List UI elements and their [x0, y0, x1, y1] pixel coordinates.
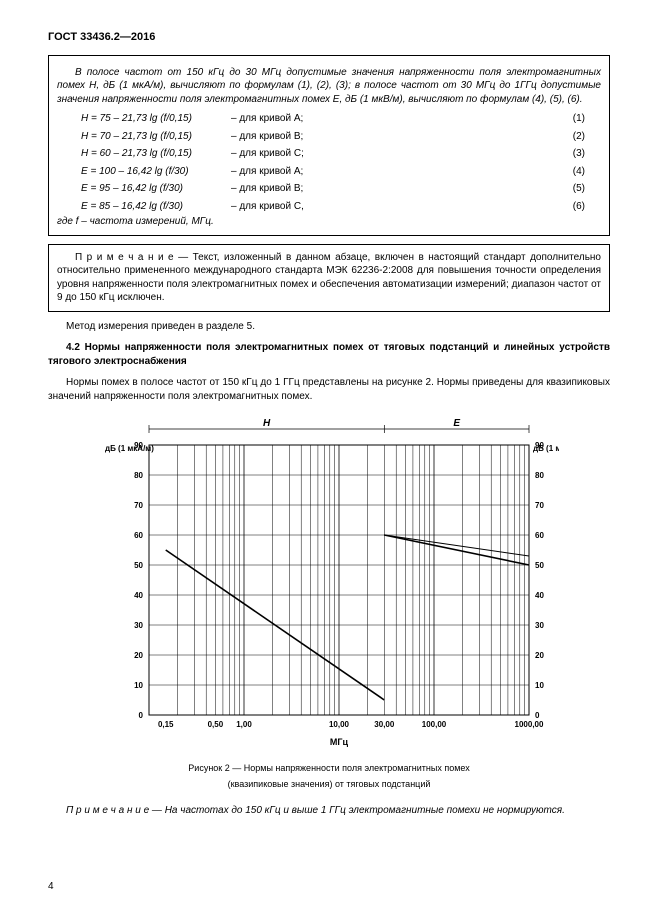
svg-text:90: 90: [535, 441, 544, 450]
formula-lhs: Е = 100 – 16,42 lg (f/30): [57, 165, 231, 179]
svg-text:30,00: 30,00: [374, 720, 395, 729]
formula-lhs: Е = 85 – 16,42 lg (f/30): [57, 200, 231, 214]
formula-num: (2): [431, 130, 601, 144]
formula-num: (6): [431, 200, 601, 214]
svg-text:80: 80: [134, 471, 143, 480]
formula-row: Н = 70 – 21,73 lg (f/0,15)– для кривой В…: [57, 128, 601, 146]
section-title: 4.2 Нормы напряженности поля электромагн…: [48, 341, 610, 368]
svg-text:40: 40: [134, 591, 143, 600]
intro-text: В полосе частот от 150 кГц до 30 МГц доп…: [57, 66, 601, 107]
formula-rhs: – для кривой В;: [231, 182, 431, 196]
bottom-note: П р и м е ч а н и е — На частотах до 150…: [48, 804, 610, 818]
svg-text:1,00: 1,00: [236, 720, 252, 729]
svg-text:50: 50: [535, 561, 544, 570]
svg-text:10,00: 10,00: [329, 720, 350, 729]
formula-row: Н = 75 – 21,73 lg (f/0,15)– для кривой А…: [57, 110, 601, 128]
note-box: П р и м е ч а н и е — Текст, изложенный …: [48, 244, 610, 312]
svg-text:60: 60: [134, 531, 143, 540]
formula-row: Е = 95 – 16,42 lg (f/30)– для кривой В;(…: [57, 180, 601, 198]
doc-header: ГОСТ 33436.2—2016: [48, 30, 610, 45]
formula-rhs: – для кривой А;: [231, 165, 431, 179]
svg-text:20: 20: [535, 651, 544, 660]
svg-text:100,00: 100,00: [422, 720, 447, 729]
caption-line1: Рисунок 2 — Нормы напряженности поля эле…: [99, 762, 559, 774]
svg-text:60: 60: [535, 531, 544, 540]
svg-text:0: 0: [139, 711, 144, 720]
svg-text:0: 0: [535, 711, 540, 720]
formula-row: Е = 85 – 16,42 lg (f/30)– для кривой С,(…: [57, 198, 601, 216]
emission-chart: HEдБ (1 мкА/м)дБ (1 мкВ/м)МГц00101020203…: [99, 413, 559, 753]
norms-para: Нормы помех в полосе частот от 150 кГц д…: [48, 376, 610, 403]
method-line: Метод измерения приведен в разделе 5.: [48, 320, 610, 334]
svg-text:50: 50: [134, 561, 143, 570]
svg-text:20: 20: [134, 651, 143, 660]
chart-container: HEдБ (1 мкА/м)дБ (1 мкВ/м)МГц00101020203…: [99, 413, 559, 790]
intro-box: В полосе частот от 150 кГц до 30 МГц доп…: [48, 55, 610, 236]
formula-rhs: – для кривой В;: [231, 130, 431, 144]
svg-text:10: 10: [134, 681, 143, 690]
svg-text:90: 90: [134, 441, 143, 450]
formula-num: (1): [431, 112, 601, 126]
svg-text:70: 70: [134, 501, 143, 510]
formula-lhs: Н = 75 – 21,73 lg (f/0,15): [57, 112, 231, 126]
formula-row: Е = 100 – 16,42 lg (f/30)– для кривой А;…: [57, 163, 601, 181]
formula-rhs: – для кривой С;: [231, 147, 431, 161]
formula-rhs: – для кривой С,: [231, 200, 431, 214]
page-number: 4: [48, 880, 54, 894]
svg-text:30: 30: [535, 621, 544, 630]
formulas-block: Н = 75 – 21,73 lg (f/0,15)– для кривой А…: [57, 110, 601, 215]
svg-text:дБ (1 мкА/м): дБ (1 мкА/м): [105, 444, 154, 453]
freq-note: где f – частота измерений, МГц.: [57, 215, 601, 229]
formula-num: (5): [431, 182, 601, 196]
svg-text:E: E: [453, 418, 460, 429]
caption-line2: (квазипиковые значения) от тяговых подст…: [99, 778, 559, 790]
svg-text:0,15: 0,15: [158, 720, 174, 729]
formula-rhs: – для кривой А;: [231, 112, 431, 126]
formula-num: (4): [431, 165, 601, 179]
formula-lhs: Е = 95 – 16,42 lg (f/30): [57, 182, 231, 196]
formula-num: (3): [431, 147, 601, 161]
svg-text:70: 70: [535, 501, 544, 510]
svg-text:30: 30: [134, 621, 143, 630]
formula-row: Н = 60 – 21,73 lg (f/0,15)– для кривой С…: [57, 145, 601, 163]
svg-text:МГц: МГц: [330, 737, 349, 747]
svg-text:0,50: 0,50: [208, 720, 224, 729]
svg-text:80: 80: [535, 471, 544, 480]
svg-text:H: H: [263, 418, 271, 429]
note-text: П р и м е ч а н и е — Текст, изложенный …: [57, 251, 601, 305]
svg-text:10: 10: [535, 681, 544, 690]
svg-text:1000,00: 1000,00: [515, 720, 544, 729]
page: ГОСТ 33436.2—2016 В полосе частот от 150…: [0, 0, 646, 913]
formula-lhs: Н = 70 – 21,73 lg (f/0,15): [57, 130, 231, 144]
svg-text:40: 40: [535, 591, 544, 600]
formula-lhs: Н = 60 – 21,73 lg (f/0,15): [57, 147, 231, 161]
